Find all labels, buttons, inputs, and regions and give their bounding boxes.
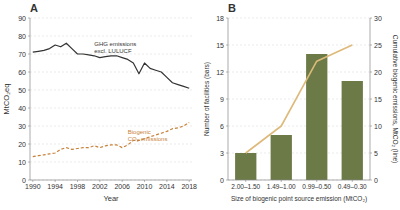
y-tick-label: 80 <box>18 33 26 40</box>
y-tick-label: 0 <box>220 177 224 184</box>
y-tick-label: 10 <box>18 159 26 166</box>
grid-line <box>228 72 370 73</box>
x-tick-label: 1.49–1.00 <box>267 183 296 190</box>
x-tick-label: 2006 <box>114 183 130 190</box>
x-tick-label: 0.49–0.30 <box>338 183 367 190</box>
y2-tick-label: 25 <box>374 42 382 49</box>
x-tick-label: 2002 <box>92 183 108 190</box>
x-tick-label: 1990 <box>25 183 41 190</box>
annotation-line: GHG emissions <box>94 41 136 47</box>
x-tick-label: 1998 <box>70 183 86 190</box>
annotation-line: excl. LULUCF <box>94 48 132 54</box>
x-tick-label: 2014 <box>159 183 175 190</box>
y-label: Number of facilities (bars) <box>203 62 211 136</box>
y-tick-label: 15 <box>216 42 224 49</box>
grid-line <box>30 18 192 19</box>
x-tick-label: 2.00–1.50 <box>231 183 260 190</box>
grid-line <box>30 36 192 37</box>
y-tick-label: 50 <box>18 87 26 94</box>
y2-label: Cumulative biogenic emissions, MtCO₂ (li… <box>391 35 399 164</box>
y-tick-label: 6 <box>220 123 224 130</box>
x-tick-label: 2018 <box>181 183 197 190</box>
y-tick-label: 3 <box>220 150 224 157</box>
y-tick-label: 90 <box>18 15 26 22</box>
panel: B 0 3 6 9 12 15 18 0 5 10 15 20 25 30 2.00–1.50 1.49–1.0… <box>203 2 400 203</box>
y2-tick-label: 5 <box>374 150 378 157</box>
y-axis-line <box>30 18 31 180</box>
title: A <box>30 2 38 14</box>
annotation: BiogenicCO₂ emissions <box>128 129 168 142</box>
grid-line <box>30 126 192 127</box>
grid-line <box>228 45 370 46</box>
plot-area <box>235 45 363 180</box>
annotation-line: Biogenic <box>128 129 151 135</box>
title: B <box>228 2 236 14</box>
y-tick-label: 18 <box>216 15 224 22</box>
grid-line <box>228 180 370 181</box>
y-tick-label: 12 <box>216 69 224 76</box>
y-tick-label: 70 <box>18 51 26 58</box>
y-tick-label: 20 <box>18 141 26 148</box>
panel: A010203040506070809019901994199820022006… <box>2 2 197 203</box>
x-tick-label: 0.99–0.50 <box>302 183 331 190</box>
grid-line <box>30 180 192 181</box>
y-tick-label: 40 <box>18 105 26 112</box>
line-series <box>33 43 189 88</box>
figure: A010203040506070809019901994199820022006… <box>0 0 400 210</box>
bar <box>271 135 292 180</box>
y2-tick-label: 20 <box>374 69 382 76</box>
bar <box>342 81 363 180</box>
y2-tick-label: 0 <box>374 177 378 184</box>
y2-tick-label: 15 <box>374 96 382 103</box>
y2-tick-label: 10 <box>374 123 382 130</box>
grid-line <box>228 18 370 19</box>
x-axis-line <box>30 180 192 181</box>
y2-axis-line <box>370 18 371 180</box>
plot-area <box>33 43 189 156</box>
annotation-line: CO₂ emissions <box>128 136 168 142</box>
y-label: MtCO₂eq <box>2 84 11 115</box>
x-tick-label: 2010 <box>137 183 153 190</box>
y-tick-label: 9 <box>220 96 224 103</box>
grid-line <box>30 108 192 109</box>
line-series <box>246 45 353 153</box>
annotation: GHG emissionsexcl. LULUCF <box>94 41 136 54</box>
grid-line <box>30 162 192 163</box>
grid-line <box>30 72 192 73</box>
x-label: Size of biogenic point source emission (… <box>231 195 367 203</box>
x-tick-label: 1994 <box>47 183 63 190</box>
y-tick-label: 30 <box>18 123 26 130</box>
y-tick-label: 60 <box>18 69 26 76</box>
x-label: Year <box>103 194 119 203</box>
bar <box>235 153 256 180</box>
line-series <box>33 122 189 156</box>
grid-line <box>30 90 192 91</box>
bar <box>306 54 327 180</box>
x-axis-line <box>228 180 370 181</box>
y2-tick-label: 30 <box>374 15 382 22</box>
y-axis-line <box>228 18 229 180</box>
